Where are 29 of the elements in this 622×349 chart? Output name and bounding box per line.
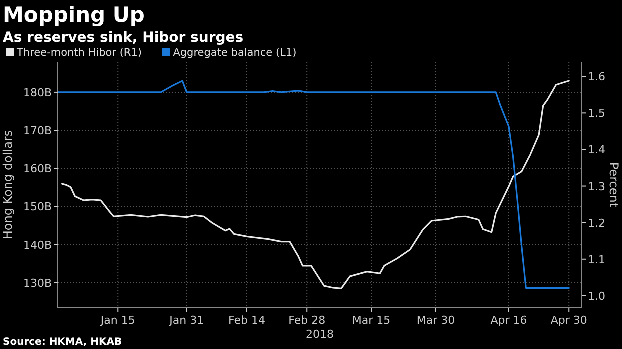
x-tick-label: Jan 31: [168, 314, 204, 327]
y-tick-label: 140B: [23, 238, 52, 252]
x-axis-title: 2018: [306, 328, 334, 341]
y2-tick-label: 1.6: [588, 70, 606, 84]
y2-tick-label: 1.3: [588, 180, 606, 194]
y-tick-label: 180B: [23, 86, 52, 100]
chart-title: Mopping Up: [3, 3, 145, 27]
x-tick-label: Feb 28: [288, 314, 326, 327]
x-tick-label: Mar 30: [416, 314, 456, 327]
chart-subtitle: As reserves sink, Hibor surges: [3, 30, 244, 46]
legend-label: Three-month Hibor (R1): [16, 47, 142, 59]
legend-label: Aggregate balance (L1): [173, 47, 297, 59]
source-note: Source: HKMA, HKAB: [3, 337, 122, 348]
y-tick-label: 170B: [23, 124, 52, 138]
y-tick-label: 160B: [23, 162, 52, 176]
y2-tick-label: 1.4: [588, 144, 606, 157]
y-tick-label: 130B: [23, 276, 52, 290]
y2-tick-label: 1.5: [588, 107, 606, 120]
y2-tick-label: 1.2: [588, 216, 606, 230]
y2-axis-title: Percent: [607, 162, 621, 208]
x-tick-label: Mar 15: [352, 314, 391, 327]
y-tick-label: 150B: [23, 200, 52, 214]
y2-tick-label: 1.1: [588, 253, 606, 266]
x-tick-label: Apr 16: [490, 314, 528, 327]
y2-tick-label: 1.0: [588, 290, 606, 303]
x-tick-label: Feb 14: [228, 314, 266, 327]
x-tick-label: Jan 15: [100, 314, 136, 327]
y-axis-title: Hong Kong dollars: [1, 130, 15, 240]
x-tick-label: Apr 30: [550, 314, 588, 327]
